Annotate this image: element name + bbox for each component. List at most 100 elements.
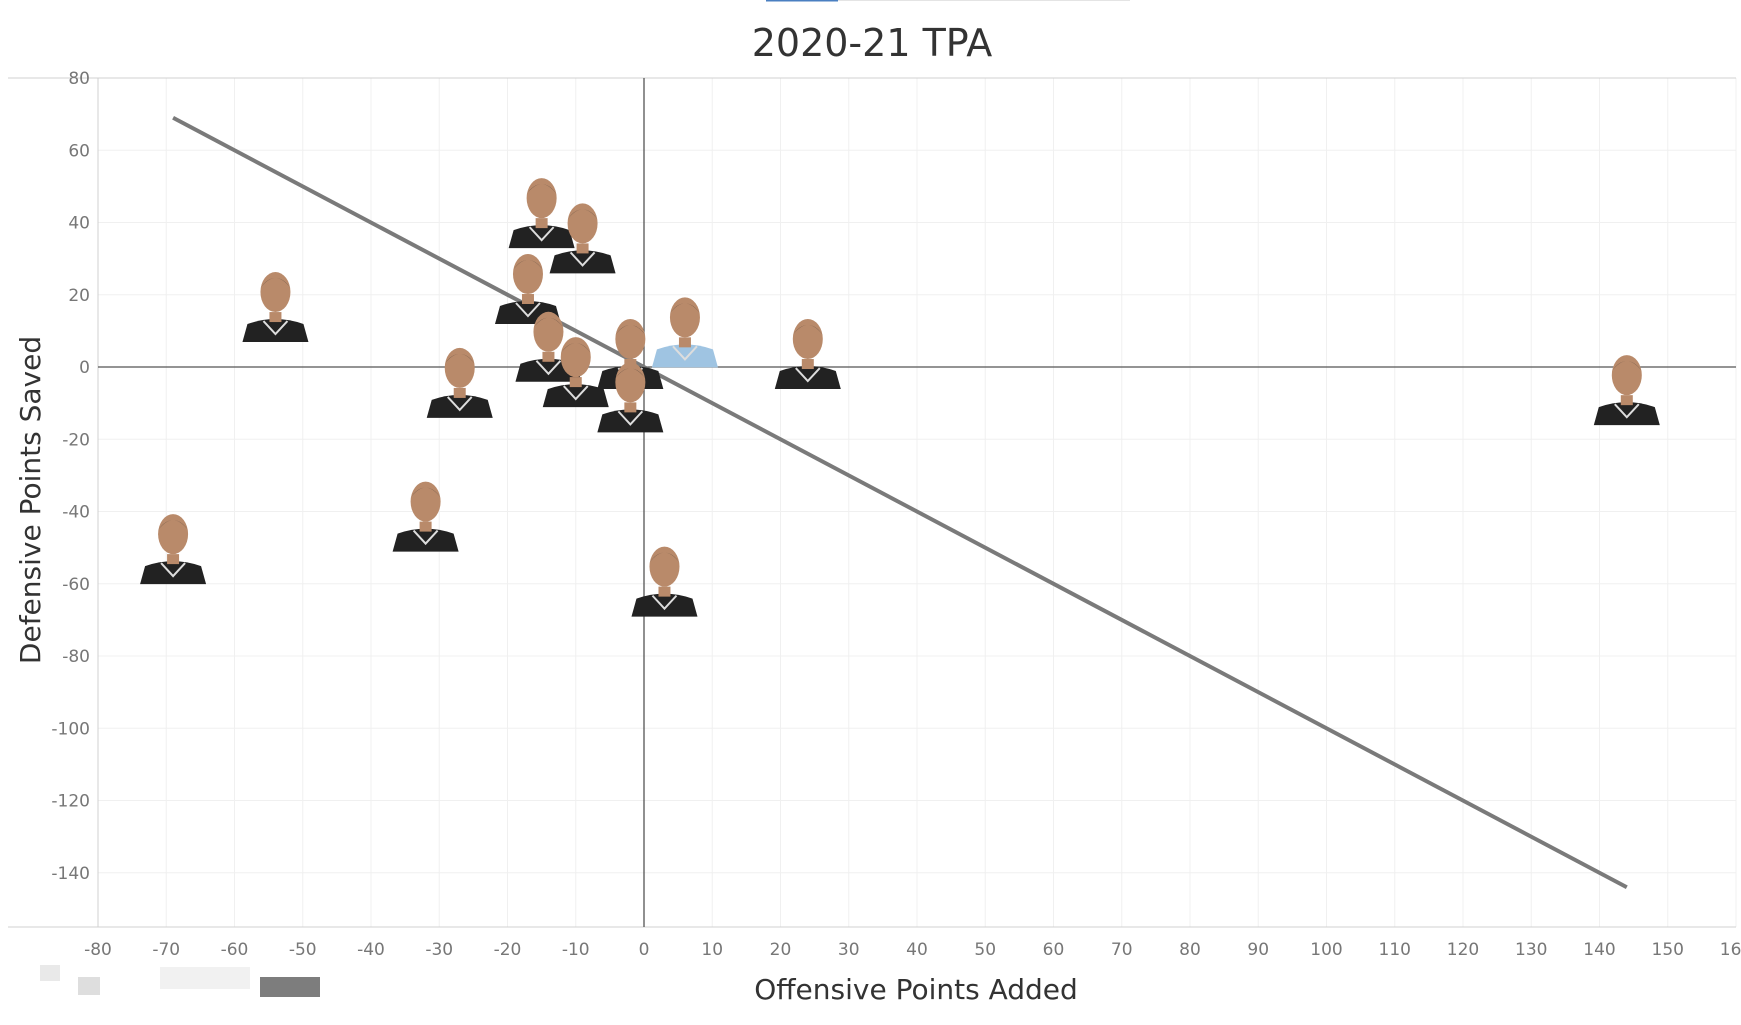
jersey-collar xyxy=(262,320,289,336)
x-tick-label: 150 xyxy=(1652,940,1684,960)
footer-icon xyxy=(40,965,60,981)
neck-shape xyxy=(801,359,814,370)
head-shape xyxy=(669,297,700,338)
player-marker[interactable] xyxy=(651,297,718,368)
neck-shape xyxy=(453,387,466,398)
player-marker[interactable] xyxy=(549,203,616,274)
head-shape xyxy=(560,337,591,378)
neck-shape xyxy=(624,402,637,413)
jersey-collar xyxy=(535,360,562,376)
x-tick-label: -40 xyxy=(357,940,385,960)
x-tick-label: 70 xyxy=(1111,940,1133,960)
jersey-collar xyxy=(1614,403,1640,419)
hair-shape xyxy=(410,487,441,498)
player-marker[interactable] xyxy=(597,362,664,433)
y-tick-label: -20 xyxy=(62,430,90,450)
jersey-collar xyxy=(672,345,698,361)
jersey-shape xyxy=(774,366,841,390)
jersey-shape xyxy=(651,344,718,368)
trend-layer xyxy=(172,115,1628,890)
x-tick-label: -10 xyxy=(562,940,590,960)
jersey-shape xyxy=(508,225,575,249)
head-shape xyxy=(512,253,543,294)
axis-layer xyxy=(8,77,1736,928)
x-tick-label: 100 xyxy=(1310,940,1342,960)
jersey-collar xyxy=(651,594,678,611)
neck-shape xyxy=(678,337,691,348)
x-tick-label: 40 xyxy=(906,940,928,960)
grid-layer xyxy=(97,77,1737,927)
x-tick-label: 140 xyxy=(1583,940,1615,960)
x-tick-label: 120 xyxy=(1447,940,1479,960)
trend-line xyxy=(172,115,1628,890)
y-tick-label: 80 xyxy=(68,69,90,89)
player-marker[interactable] xyxy=(774,319,841,390)
x-tick-label: 60 xyxy=(1043,940,1065,960)
x-tick-label: -30 xyxy=(425,940,453,960)
player-marker[interactable] xyxy=(140,514,207,585)
y-tick-label: 60 xyxy=(68,141,90,161)
x-tick-label: -20 xyxy=(494,940,522,960)
jersey-shape xyxy=(140,561,207,585)
hair-shape xyxy=(444,353,475,364)
head-shape xyxy=(567,203,598,244)
jersey-shape xyxy=(242,319,309,343)
y-tick-label: -120 xyxy=(51,792,90,812)
jersey-collar xyxy=(412,529,439,546)
player-marker[interactable] xyxy=(508,178,575,249)
y-tick-label: 40 xyxy=(68,214,90,234)
head-shape xyxy=(410,481,441,522)
head-shape xyxy=(792,319,823,360)
chart-title: 2020-21 TPA xyxy=(752,21,993,65)
y-tick-label: 20 xyxy=(68,286,90,306)
head-shape xyxy=(615,319,646,360)
player-marker[interactable] xyxy=(242,272,309,343)
jersey-shape xyxy=(542,384,609,408)
neck-shape xyxy=(269,312,282,323)
jersey-collar xyxy=(515,302,541,318)
y-tick-label: -80 xyxy=(62,647,90,667)
hair-shape xyxy=(533,317,564,328)
hair-shape xyxy=(260,278,291,289)
x-axis-label: Offensive Points Added xyxy=(754,973,1078,1006)
jersey-collar xyxy=(563,385,589,401)
footer-icon xyxy=(78,977,100,995)
neck-shape xyxy=(167,554,180,565)
head-shape xyxy=(444,347,475,388)
hair-shape xyxy=(526,184,557,195)
hair-shape xyxy=(512,259,543,270)
player-marker[interactable] xyxy=(392,481,459,552)
player-marker[interactable] xyxy=(426,347,493,418)
footer-button[interactable] xyxy=(260,977,320,997)
y-tick-labels: 80 60 40 20 0 -20 -40 -60 -80 -100 -120 -140 xyxy=(51,69,90,884)
y-tick-label: -100 xyxy=(51,719,90,739)
x-tick-label: 50 xyxy=(974,940,996,960)
x-tick-label: 80 xyxy=(1179,940,1201,960)
x-tick-label: 20 xyxy=(770,940,792,960)
x-tick-label: -80 xyxy=(84,940,112,960)
jersey-shape xyxy=(392,528,459,552)
hair-shape xyxy=(669,303,700,314)
y-tick-label: 0 xyxy=(79,358,90,378)
jersey-collar xyxy=(446,396,473,412)
head-shape xyxy=(649,546,680,587)
head-shape xyxy=(533,311,564,352)
x-tick-label: 160 xyxy=(1720,940,1741,960)
jersey-collar xyxy=(160,562,186,578)
neck-shape xyxy=(576,243,589,254)
neck-shape xyxy=(521,293,534,304)
player-marker[interactable] xyxy=(1593,355,1660,426)
hair-shape xyxy=(649,552,680,563)
footer-toolbar xyxy=(20,963,320,1003)
head-shape xyxy=(158,514,189,555)
y-tick-label: -140 xyxy=(51,864,90,884)
hair-shape xyxy=(615,368,646,379)
jersey-collar xyxy=(569,251,596,267)
player-marker[interactable] xyxy=(542,337,609,408)
x-tick-label: -50 xyxy=(289,940,317,960)
jersey-shape xyxy=(549,250,616,274)
player-marker[interactable] xyxy=(631,546,698,617)
neck-shape xyxy=(542,351,555,362)
